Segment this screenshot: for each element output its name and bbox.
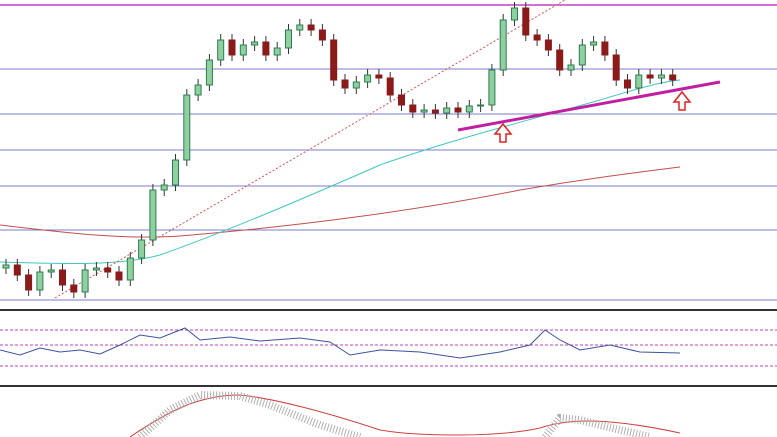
- candle-body: [138, 239, 146, 259]
- candle-body: [330, 39, 338, 81]
- candle-body: [104, 267, 112, 273]
- candle-body: [556, 49, 564, 71]
- candle-body: [465, 105, 473, 113]
- candle-body: [70, 284, 78, 293]
- candle-body: [25, 274, 33, 291]
- candle-body: [364, 74, 372, 83]
- candle-body: [567, 64, 575, 71]
- candle-body: [409, 104, 417, 113]
- candle-body: [443, 107, 451, 114]
- arrow: [493, 122, 513, 143]
- candle-body: [36, 271, 44, 291]
- candle-body: [488, 69, 496, 106]
- candle-body: [205, 59, 213, 86]
- candle-body: [533, 34, 541, 41]
- candle-body: [511, 7, 518, 21]
- candle-body: [115, 271, 123, 281]
- candle-body: [273, 47, 281, 56]
- candle-body: [454, 107, 462, 113]
- candle-body: [183, 94, 191, 161]
- candle-body: [477, 104, 485, 107]
- candle-body: [81, 269, 89, 293]
- candle-body: [262, 41, 270, 56]
- candle-body: [669, 74, 677, 81]
- candle-body: [544, 39, 552, 51]
- candle-body: [2, 264, 10, 269]
- rsi-line: [0, 327, 681, 359]
- candle-body: [296, 24, 304, 31]
- candle-body: [398, 94, 405, 106]
- candle-body: [149, 189, 157, 241]
- candle-body: [160, 184, 168, 191]
- macd-signal: [129, 394, 681, 437]
- candle-body: [126, 257, 134, 281]
- candle-body: [13, 264, 21, 276]
- candle-body: [375, 74, 383, 79]
- candle-body: [601, 41, 609, 56]
- candle-body: [92, 267, 100, 271]
- candle-body: [47, 269, 55, 273]
- candle-body: [285, 29, 292, 49]
- candle-body: [194, 84, 202, 96]
- candle-body: [646, 74, 654, 79]
- candle-body: [307, 24, 315, 31]
- arrow: [672, 90, 692, 111]
- candle-body: [318, 29, 326, 41]
- candle-body: [578, 44, 586, 66]
- candle-body: [172, 159, 179, 186]
- candle-body: [590, 41, 598, 46]
- candle-body: [386, 77, 394, 96]
- candle-body: [657, 74, 665, 79]
- candle-body: [352, 81, 360, 89]
- candle-body: [239, 44, 247, 56]
- candle-body: [522, 7, 530, 36]
- candle-body: [499, 19, 507, 71]
- ma-fast: [0, 79, 681, 265]
- candle-body: [228, 39, 236, 56]
- candle-body: [635, 74, 643, 89]
- candle-body: [420, 109, 428, 113]
- candle-body: [624, 79, 631, 89]
- macd-histogram: [137, 390, 651, 437]
- candle-body: [341, 79, 349, 89]
- trend-dotted: [54, 0, 566, 299]
- candle-body: [431, 109, 439, 114]
- candle-body: [251, 41, 259, 46]
- candle-body: [612, 54, 620, 81]
- candle-body: [59, 269, 66, 286]
- ma-slow: [0, 166, 681, 238]
- candle-body: [217, 39, 225, 61]
- support-line: [457, 80, 721, 132]
